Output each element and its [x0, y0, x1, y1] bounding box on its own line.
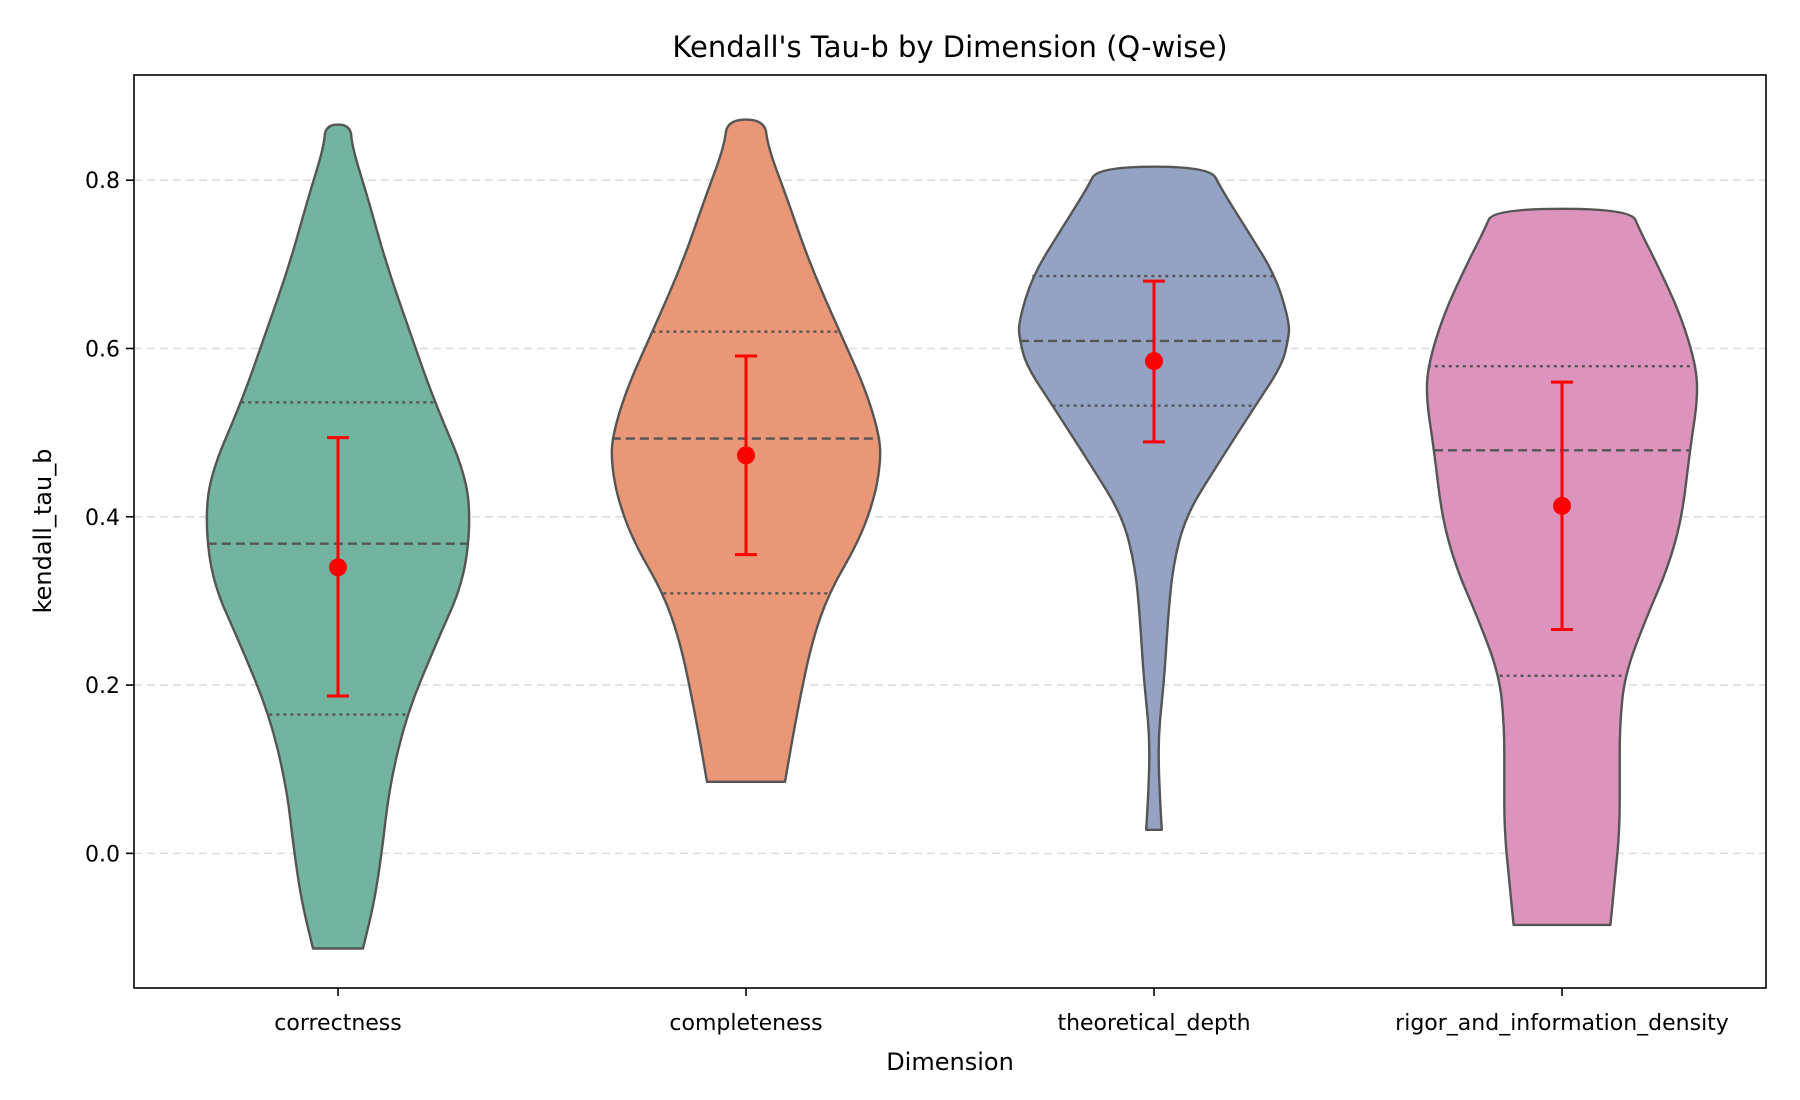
y-tick-label: 0.4: [85, 506, 120, 531]
x-tick-label: correctness: [274, 1011, 401, 1036]
error-bar-theoretical_depth: [1143, 279, 1165, 444]
mean-point: [737, 446, 755, 465]
mean-point: [329, 558, 347, 577]
y-tick-label: 0.6: [85, 337, 120, 362]
axes: 0.0 0.2 0.4 0.6 0.8 correctness completeness th…: [85, 169, 1729, 1036]
mean-error-bars: [327, 279, 1573, 698]
x-tick-label: completeness: [669, 1011, 822, 1036]
mean-point: [1145, 352, 1163, 371]
violin-body: [1017, 165, 1291, 831]
error-bar-completeness: [735, 354, 757, 557]
y-axis-title: kendall_tau_b: [29, 449, 57, 614]
y-tick-label: 0.8: [85, 169, 120, 194]
y-tick-label: 0.0: [85, 842, 120, 867]
mean-point: [1553, 496, 1571, 515]
x-tick-label: rigor_and_information_density: [1395, 1011, 1729, 1036]
error-bar-rigor_and_information_density: [1551, 380, 1573, 632]
chart-title: Kendall's Tau-b by Dimension (Q-wise): [672, 30, 1227, 64]
x-tick-label: theoretical_depth: [1057, 1011, 1250, 1036]
plot-area-frame: [133, 74, 1767, 989]
y-tick-label: 0.2: [85, 674, 120, 699]
error-bar-correctness: [327, 436, 349, 698]
x-axis-title: Dimension: [886, 1048, 1014, 1076]
